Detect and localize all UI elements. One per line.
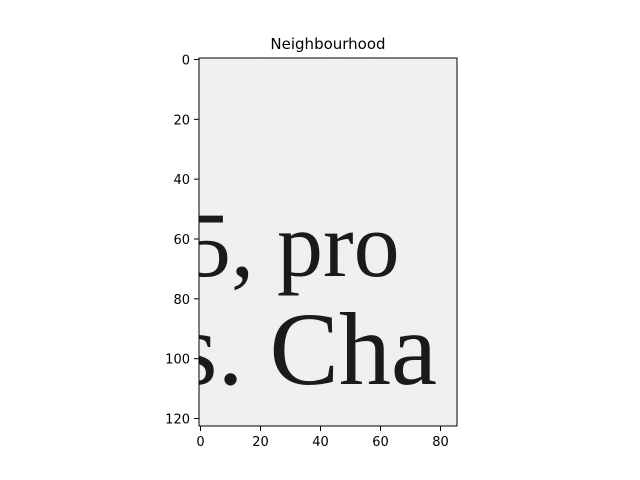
y-tick-label: 0 bbox=[182, 53, 190, 68]
x-tick-label: 60 bbox=[372, 435, 389, 450]
y-tick-label: 120 bbox=[165, 413, 190, 428]
y-axis: 0 20 40 60 80 100 120 bbox=[165, 53, 199, 428]
y-tick-label: 80 bbox=[173, 293, 190, 308]
x-tick-label: 20 bbox=[252, 435, 269, 450]
x-tick-label: 80 bbox=[432, 435, 449, 450]
y-tick-label: 60 bbox=[173, 233, 190, 248]
chart-title: Neighbourhood bbox=[270, 35, 385, 53]
image-text-line-1: 5, pro bbox=[185, 194, 400, 296]
image-text-line-2: s. Cha bbox=[177, 292, 437, 407]
y-tick-label: 40 bbox=[173, 173, 190, 188]
x-tick-label: 40 bbox=[312, 435, 329, 450]
x-tick-label: 0 bbox=[196, 435, 204, 450]
y-tick-label: 20 bbox=[173, 113, 190, 128]
y-tick-label: 100 bbox=[165, 353, 190, 368]
axes-frame bbox=[198, 57, 458, 427]
image-texture bbox=[199, 58, 457, 426]
image-panel: 5, pro s. Cha bbox=[177, 58, 457, 426]
x-axis: 0 20 40 60 80 bbox=[196, 426, 449, 450]
